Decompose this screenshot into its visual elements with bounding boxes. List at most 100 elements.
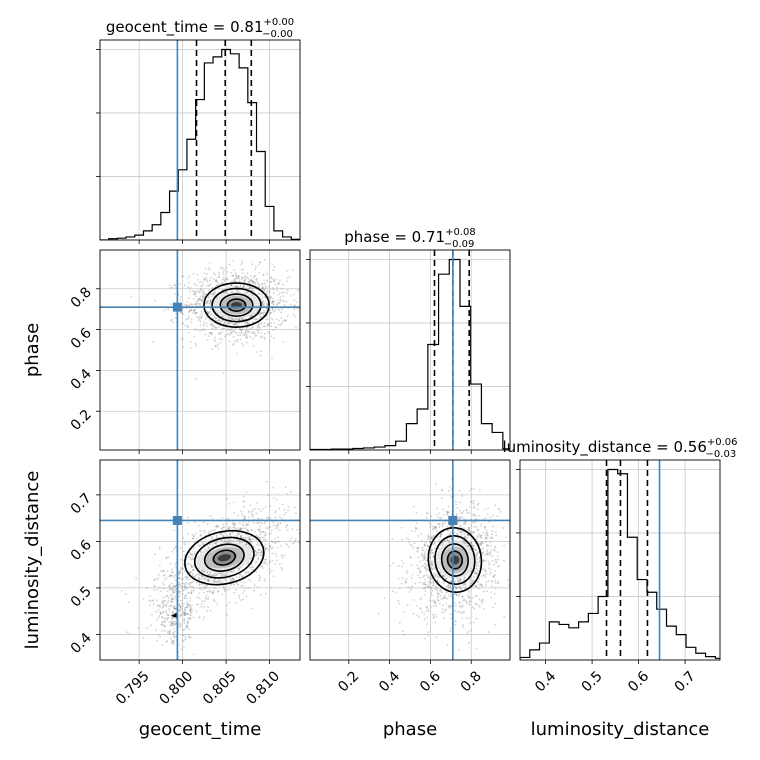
sample-point xyxy=(445,511,448,513)
sample-point xyxy=(208,261,211,264)
sample-point xyxy=(181,308,184,310)
sample-point xyxy=(216,581,219,583)
sample-point xyxy=(460,533,462,536)
sample-point xyxy=(466,536,469,539)
sample-point xyxy=(158,548,161,550)
sample-point xyxy=(287,509,289,512)
sample-point xyxy=(252,522,255,524)
sample-point xyxy=(488,553,491,556)
sample-point xyxy=(269,299,271,302)
sample-point xyxy=(157,604,160,607)
sample-point xyxy=(291,528,294,531)
sample-point xyxy=(166,590,169,592)
sample-point xyxy=(211,293,214,296)
sample-point xyxy=(437,595,440,597)
sample-point xyxy=(205,301,208,304)
sample-point xyxy=(286,289,289,292)
sample-point xyxy=(249,336,252,338)
sample-point xyxy=(277,323,280,326)
sample-point xyxy=(383,597,386,600)
sample-point xyxy=(128,633,131,635)
sample-point xyxy=(265,325,268,328)
sample-point xyxy=(468,531,471,534)
sample-point xyxy=(179,614,182,616)
sample-point xyxy=(447,529,449,532)
sample-point xyxy=(189,341,192,344)
sample-point xyxy=(477,569,479,572)
sample-point xyxy=(490,580,493,582)
sample-point xyxy=(469,582,471,585)
sample-point xyxy=(238,596,241,599)
sample-point xyxy=(265,291,268,294)
sample-point xyxy=(215,326,218,329)
sample-point xyxy=(232,343,235,345)
sample-point xyxy=(295,326,297,329)
sample-point xyxy=(430,549,433,552)
sample-point xyxy=(234,286,237,288)
sample-point xyxy=(181,578,183,581)
sample-point xyxy=(203,616,206,618)
sample-point xyxy=(268,285,270,288)
sample-point xyxy=(182,611,185,613)
sample-point xyxy=(454,539,457,542)
sample-point xyxy=(205,277,208,279)
sample-point xyxy=(232,571,234,574)
sample-point xyxy=(220,527,223,530)
sample-point xyxy=(239,528,241,531)
sample-point xyxy=(280,292,283,294)
sample-point xyxy=(481,534,483,536)
sample-point xyxy=(202,295,205,298)
sample-point xyxy=(174,563,177,566)
sample-point xyxy=(424,544,427,547)
sample-point xyxy=(214,600,217,603)
sample-point xyxy=(214,340,217,343)
sample-point xyxy=(469,541,472,544)
sample-point xyxy=(170,588,172,591)
sample-point xyxy=(244,280,246,282)
sample-point xyxy=(490,536,493,539)
sample-point xyxy=(479,543,482,546)
sample-point xyxy=(165,605,168,608)
sample-point xyxy=(476,595,478,597)
sample-point xyxy=(277,540,280,543)
y-tick-label: 0.5 xyxy=(68,583,95,610)
sample-point xyxy=(193,293,195,295)
sample-point xyxy=(491,559,494,562)
sample-point xyxy=(257,528,259,531)
sample-point xyxy=(476,563,479,566)
sample-point xyxy=(465,537,467,540)
sample-point xyxy=(440,589,442,592)
sample-point xyxy=(470,629,473,632)
sample-point xyxy=(236,289,239,291)
sample-point xyxy=(222,572,225,575)
sample-point xyxy=(286,315,289,317)
sample-point xyxy=(280,517,283,519)
sample-point xyxy=(484,575,487,578)
sample-point xyxy=(482,590,485,593)
sample-point xyxy=(454,620,457,622)
sample-point xyxy=(213,316,216,318)
sample-point xyxy=(167,596,170,599)
sample-point xyxy=(178,603,180,605)
sample-point xyxy=(246,529,249,532)
sample-point xyxy=(187,533,189,535)
sample-point xyxy=(268,332,271,335)
sample-point xyxy=(459,515,462,518)
sample-point xyxy=(259,537,262,540)
sample-point xyxy=(470,532,473,535)
sample-point xyxy=(231,540,234,542)
sample-point xyxy=(454,501,457,503)
sample-point xyxy=(222,273,225,276)
sample-point xyxy=(273,497,275,499)
sample-point xyxy=(180,567,183,569)
sample-point xyxy=(223,322,226,324)
sample-point xyxy=(209,293,212,296)
sample-point xyxy=(200,541,203,543)
sample-point xyxy=(463,584,466,586)
sample-point xyxy=(261,551,264,554)
sample-point xyxy=(497,565,499,568)
sample-point xyxy=(427,585,430,588)
sample-point xyxy=(283,554,286,557)
sample-point xyxy=(466,533,469,536)
sample-point xyxy=(284,319,287,321)
